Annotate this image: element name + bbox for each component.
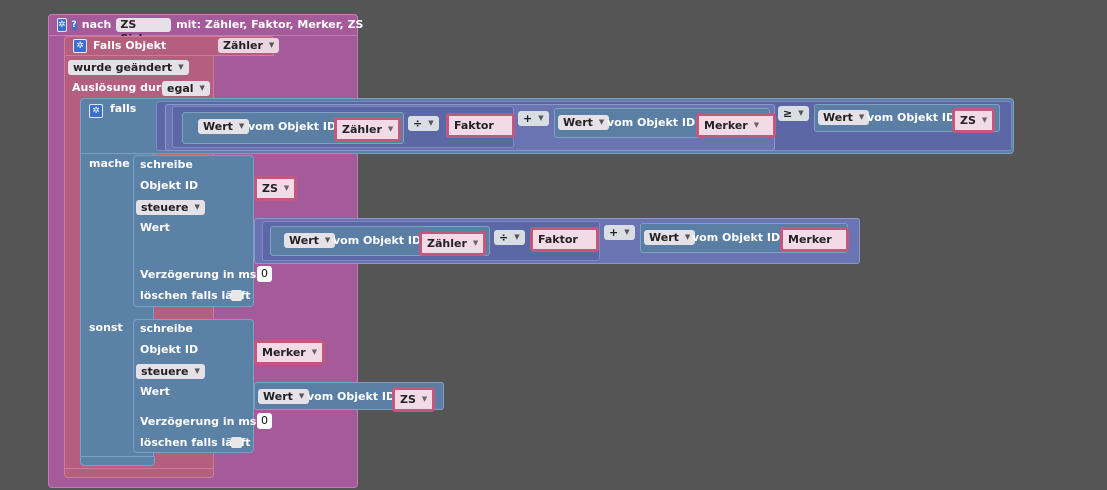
trigger-object-dropdown[interactable]: Zähler ▼ [218,38,280,53]
chevron-down-icon: ▼ [598,118,605,126]
object-marker-field-2[interactable]: Merker [780,227,849,252]
delay-input[interactable]: 0 [257,413,272,429]
write-block-2[interactable] [133,319,254,453]
chevron-down-icon: ▼ [428,119,434,127]
chevron-down-icon: ▼ [514,233,520,241]
from-object-label: vom Objekt ID [248,120,337,133]
write-title: schreibe [140,322,193,335]
chevron-down-icon: ▼ [858,113,865,121]
chevron-down-icon: ▼ [199,84,205,92]
chevron-down-icon: ▼ [387,125,394,133]
clear-checkbox[interactable] [231,437,242,451]
value-dropdown[interactable]: Wert ▼ [818,110,870,125]
write-title: schreibe [140,158,193,171]
chevron-down-icon: ▼ [194,367,200,375]
help-icon[interactable]: ? [71,19,77,31]
chevron-down-icon: ▼ [538,114,544,122]
chevron-down-icon: ▼ [268,41,275,49]
value-dropdown[interactable]: Wert ▼ [284,233,336,248]
mache-label: mache [89,157,130,170]
chevron-down-icon: ▼ [298,392,305,400]
if-gear[interactable]: ✲ [89,103,103,118]
compare-operator-dropdown[interactable]: ≥ ▼ [778,106,809,121]
object-marker-field[interactable]: Merker ▼ [696,113,777,138]
chevron-down-icon: ▼ [194,203,200,211]
object-counter-field[interactable]: Zähler ▼ [334,117,402,142]
chevron-down-icon: ▼ [981,116,988,124]
divide-operator-dropdown[interactable]: ÷ ▼ [494,230,525,245]
write2-object-field[interactable]: Merker ▼ [254,340,326,365]
from-object-label: vom Objekt ID [692,231,781,244]
delay-input[interactable]: 0 [257,266,272,282]
value-dropdown[interactable]: Wert ▼ [258,389,310,404]
value-dropdown[interactable]: Wert ▼ [644,230,696,245]
object-factor-field[interactable]: Faktor [446,113,515,138]
source-label: Auslösung durch [72,81,176,94]
falls-label: falls [110,102,137,115]
object-counter-field-2[interactable]: Zähler ▼ [419,231,487,256]
object-factor-field-2[interactable]: Faktor [530,227,599,252]
chevron-down-icon: ▼ [178,63,184,71]
if-block-footer [80,456,155,466]
chevron-down-icon: ▼ [798,109,804,117]
procedure-name-field[interactable]: ZS Sichern [116,18,172,45]
delay-label: Verzögerung in ms [140,268,257,281]
gear-icon[interactable]: ✲ [73,39,87,53]
procedure-prefix: nach [81,18,112,31]
value-label: Wert [140,385,170,398]
plus-operator-dropdown[interactable]: + ▼ [604,225,635,240]
object-zs-field[interactable]: ZS ▼ [952,108,996,133]
chevron-down-icon: ▼ [311,348,318,356]
chevron-down-icon: ▼ [684,233,691,241]
value-dropdown[interactable]: Wert ▼ [558,115,610,130]
clear-checkbox[interactable] [231,290,242,304]
chevron-down-icon: ▼ [421,395,428,403]
gear-icon[interactable]: ✲ [89,104,103,118]
object-zs-field-2[interactable]: ZS ▼ [392,387,436,412]
chevron-down-icon: ▼ [624,228,630,236]
mode-dropdown[interactable]: steuere ▼ [136,200,205,215]
objid-label: Objekt ID [140,179,199,192]
chevron-down-icon: ▼ [472,239,479,247]
source-dropdown[interactable]: egal ▼ [162,81,210,96]
chevron-down-icon: ▼ [283,184,290,192]
chevron-down-icon: ▼ [753,121,760,129]
value-dropdown[interactable]: Wert ▼ [198,119,250,134]
procedure-params: mit: Zähler, Faktor, Merker, ZS [176,18,364,31]
clear-label: löschen falls läuft [140,289,251,302]
clear-label: löschen falls läuft [140,436,251,449]
delay-label: Verzögerung in ms [140,415,257,428]
sonst-label: sonst [89,321,123,334]
chevron-down-icon: ▼ [324,236,331,244]
plus-operator-dropdown[interactable]: + ▼ [518,111,549,126]
gear-icon[interactable]: ✲ [57,18,67,32]
from-object-label: vom Objekt ID [867,111,956,124]
divide-operator-dropdown[interactable]: ÷ ▼ [408,116,439,131]
trigger-block-footer [64,468,214,478]
chevron-down-icon: ▼ [238,122,245,130]
from-object-label: vom Objekt ID [307,390,396,403]
from-object-label: vom Objekt ID [333,234,422,247]
objid-label: Objekt ID [140,343,199,356]
write-block-1[interactable] [133,155,254,307]
procedure-header[interactable]: ✲ ? nach ZS Sichern mit: Zähler, Faktor,… [48,14,363,45]
change-dropdown[interactable]: wurde geändert ▼ [68,60,189,75]
value-label: Wert [140,221,170,234]
from-object-label: vom Objekt ID [607,116,696,129]
write1-object-field[interactable]: ZS ▼ [254,176,298,201]
mode-dropdown[interactable]: steuere ▼ [136,364,205,379]
trigger-label: Falls Objekt [93,39,167,52]
